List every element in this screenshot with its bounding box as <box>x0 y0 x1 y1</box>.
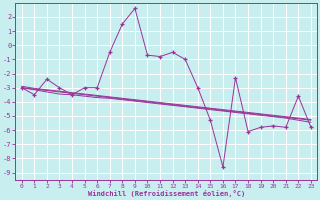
X-axis label: Windchill (Refroidissement éolien,°C): Windchill (Refroidissement éolien,°C) <box>88 190 245 197</box>
